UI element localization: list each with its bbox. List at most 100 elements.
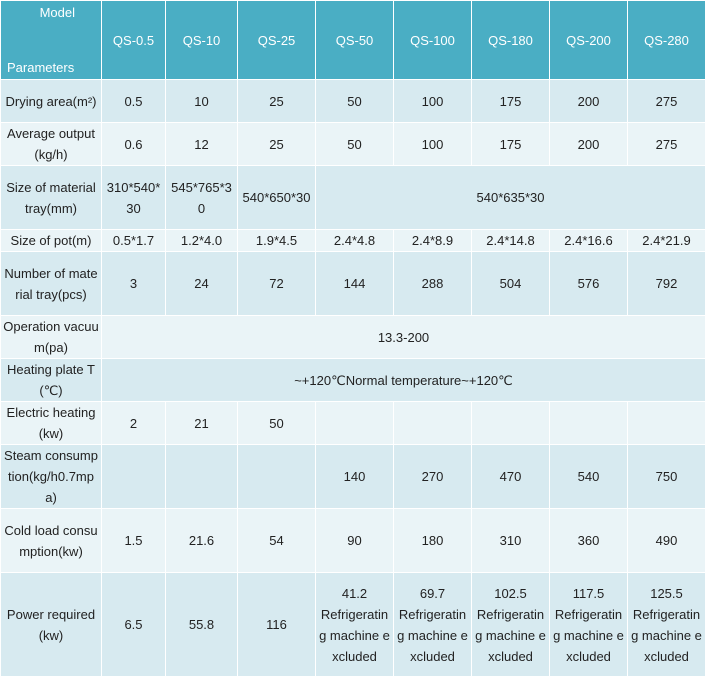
row-heating-plate: Heating plate T(℃) ~+120℃Normal temperat… <box>1 359 705 402</box>
row-label: Number of material tray(pcs) <box>1 252 102 316</box>
merged-cell: 13.3-200 <box>102 316 705 359</box>
cell: 0.6 <box>102 123 166 166</box>
cell: 21 <box>166 402 238 445</box>
power-note: Refrigerating machine excluded <box>474 604 547 667</box>
cell: 100 <box>394 80 472 123</box>
cell: 470 <box>472 445 550 509</box>
model-header: QS-100 <box>394 1 472 80</box>
cell: 360 <box>550 509 628 573</box>
cell: 69.7 Refrigerating machine excluded <box>394 573 472 677</box>
cell: 2.4*16.6 <box>550 230 628 252</box>
row-label: Power required(kw) <box>1 573 102 677</box>
row-label: Cold load consumption(kw) <box>1 509 102 573</box>
cell: 50 <box>316 80 394 123</box>
cell: 792 <box>628 252 705 316</box>
row-tray-size: Size of material tray(mm) 310*540*30 545… <box>1 166 705 230</box>
cell: 72 <box>238 252 316 316</box>
cell: 54 <box>238 509 316 573</box>
cell: 310*540*30 <box>102 166 166 230</box>
cell: 3 <box>102 252 166 316</box>
row-label: Size of material tray(mm) <box>1 166 102 230</box>
row-label: Electric heating(kw) <box>1 402 102 445</box>
cell: 1.9*4.5 <box>238 230 316 252</box>
power-note: Refrigerating machine excluded <box>630 604 703 667</box>
model-header: QS-25 <box>238 1 316 80</box>
cell: 125.5 Refrigerating machine excluded <box>628 573 705 677</box>
cell: 117.5 Refrigerating machine excluded <box>550 573 628 677</box>
cell: 90 <box>316 509 394 573</box>
cell: 275 <box>628 123 705 166</box>
cell: 200 <box>550 123 628 166</box>
cell <box>102 445 166 509</box>
cell: 180 <box>394 509 472 573</box>
cell: 2.4*14.8 <box>472 230 550 252</box>
cell: 140 <box>316 445 394 509</box>
cell: 50 <box>316 123 394 166</box>
power-value: 117.5 <box>552 583 625 604</box>
cell: 270 <box>394 445 472 509</box>
row-electric-heating: Electric heating(kw) 2 21 50 <box>1 402 705 445</box>
cell: 25 <box>238 123 316 166</box>
cell: 0.5*1.7 <box>102 230 166 252</box>
row-pot-size: Size of pot(m) 0.5*1.7 1.2*4.0 1.9*4.5 2… <box>1 230 705 252</box>
row-label: Heating plate T(℃) <box>1 359 102 402</box>
power-value: 125.5 <box>630 583 703 604</box>
power-note: Refrigerating machine excluded <box>318 604 391 667</box>
cell: 10 <box>166 80 238 123</box>
cell: 490 <box>628 509 705 573</box>
power-note: Refrigerating machine excluded <box>552 604 625 667</box>
cell <box>394 402 472 445</box>
cell: 41.2 Refrigerating machine excluded <box>316 573 394 677</box>
row-label: Drying area(m²) <box>1 80 102 123</box>
model-label: Model <box>40 2 75 23</box>
cell: 144 <box>316 252 394 316</box>
cell: 2.4*4.8 <box>316 230 394 252</box>
row-label: Operation vacuum(pa) <box>1 316 102 359</box>
corner-header-cell: Model Parameters <box>1 1 102 80</box>
power-note: Refrigerating machine excluded <box>396 604 469 667</box>
cell: 24 <box>166 252 238 316</box>
cell: 540 <box>550 445 628 509</box>
cell: 175 <box>472 80 550 123</box>
cell: 100 <box>394 123 472 166</box>
row-drying-area: Drying area(m²) 0.5 10 25 50 100 175 200… <box>1 80 705 123</box>
cell: 12 <box>166 123 238 166</box>
cell: 6.5 <box>102 573 166 677</box>
cell: 55.8 <box>166 573 238 677</box>
cell: 576 <box>550 252 628 316</box>
cell <box>238 445 316 509</box>
cell: 1.2*4.0 <box>166 230 238 252</box>
cell: 545*765*30 <box>166 166 238 230</box>
model-header: QS-280 <box>628 1 705 80</box>
power-value: 102.5 <box>474 583 547 604</box>
cell: 750 <box>628 445 705 509</box>
cell: 540*650*30 <box>238 166 316 230</box>
row-label: Size of pot(m) <box>1 230 102 252</box>
merged-cell: 540*635*30 <box>316 166 705 230</box>
power-value: 69.7 <box>396 583 469 604</box>
cell: 504 <box>472 252 550 316</box>
model-header: QS-50 <box>316 1 394 80</box>
cell: 200 <box>550 80 628 123</box>
cell: 2.4*21.9 <box>628 230 705 252</box>
cell: 175 <box>472 123 550 166</box>
cell: 275 <box>628 80 705 123</box>
row-cold-load: Cold load consumption(kw) 1.5 21.6 54 90… <box>1 509 705 573</box>
cell <box>550 402 628 445</box>
cell: 0.5 <box>102 80 166 123</box>
merged-cell: ~+120℃Normal temperature~+120℃ <box>102 359 705 402</box>
row-label: Average output(kg/h) <box>1 123 102 166</box>
cell: 25 <box>238 80 316 123</box>
cell: 310 <box>472 509 550 573</box>
row-power-required: Power required(kw) 6.5 55.8 116 41.2 Ref… <box>1 573 705 677</box>
cell: 2 <box>102 402 166 445</box>
row-average-output: Average output(kg/h) 0.6 12 25 50 100 17… <box>1 123 705 166</box>
row-steam-consumption: Steam consumption(kg/h0.7mpa) 140 270 47… <box>1 445 705 509</box>
row-operation-vacuum: Operation vacuum(pa) 13.3-200 <box>1 316 705 359</box>
cell <box>472 402 550 445</box>
cell: 116 <box>238 573 316 677</box>
cell: 288 <box>394 252 472 316</box>
cell <box>316 402 394 445</box>
cell <box>628 402 705 445</box>
